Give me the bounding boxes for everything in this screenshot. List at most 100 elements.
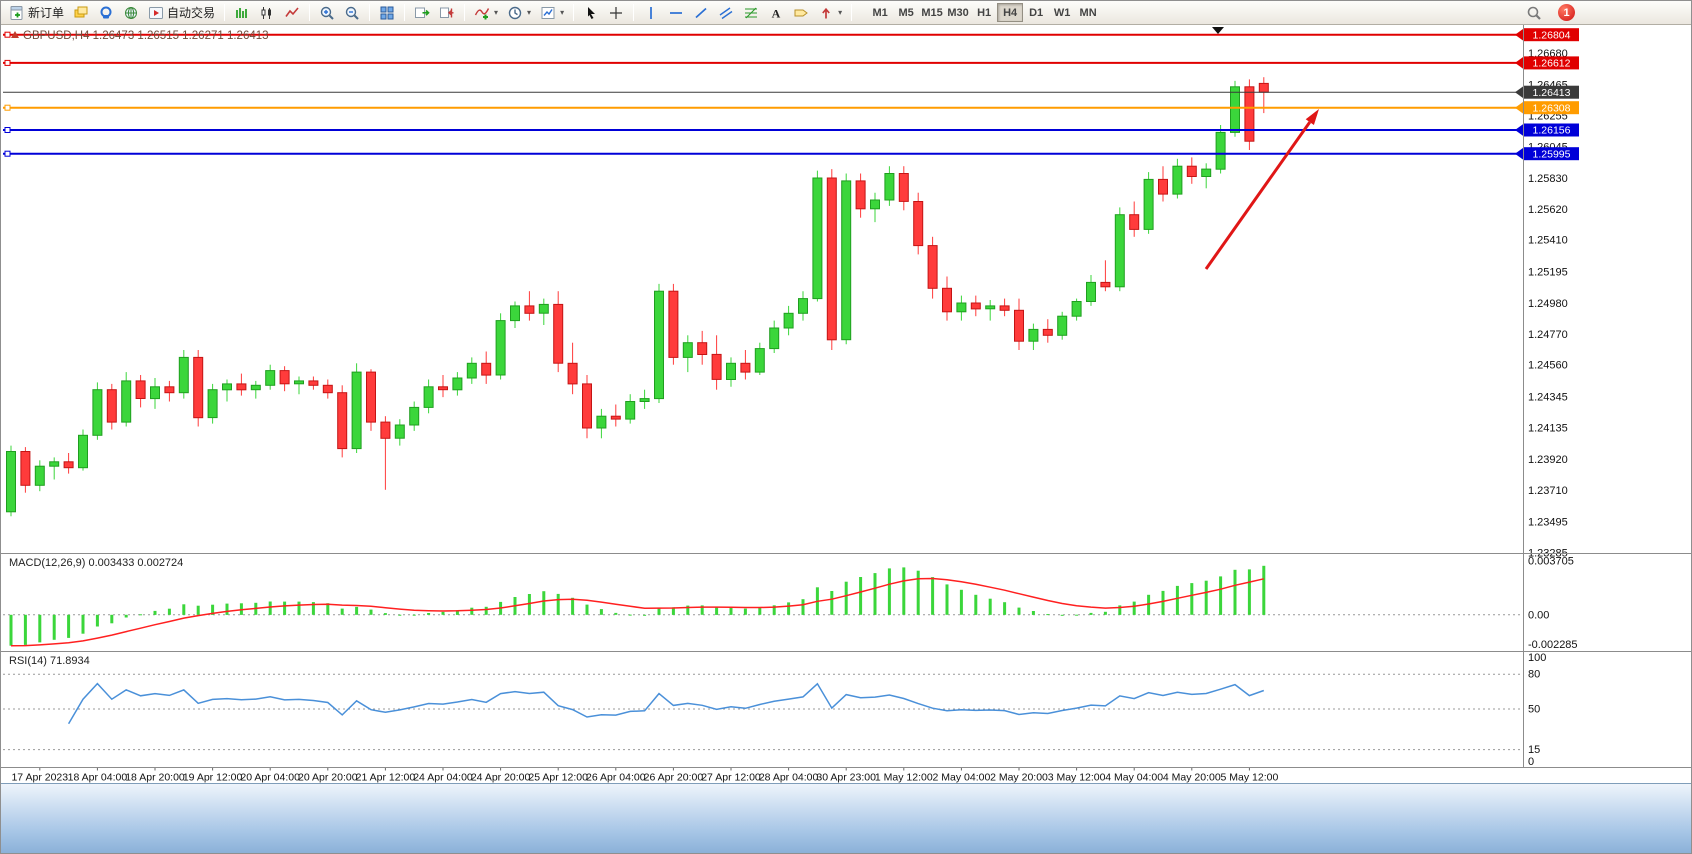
macd-bar	[139, 614, 143, 616]
macd-bar	[887, 568, 891, 615]
arrows-button[interactable]: ▾	[814, 2, 846, 23]
period-clock-icon	[508, 6, 522, 19]
svg-text:A: A	[772, 6, 781, 20]
candle	[135, 380, 146, 399]
rsi-header: RSI(14) 71.8934	[9, 655, 90, 667]
timeframe-h4[interactable]: H4	[997, 3, 1024, 22]
timeframe-mn[interactable]: MN	[1075, 3, 1101, 22]
macd-bar	[1118, 605, 1122, 615]
macd-bar	[1089, 612, 1093, 615]
macd-bar	[1046, 614, 1050, 616]
macd-bar	[599, 609, 603, 615]
candle	[898, 173, 909, 202]
crosshair-button[interactable]	[604, 2, 628, 23]
notification-badge[interactable]: 1	[1558, 4, 1575, 21]
price-axis-label: 1.25410	[1528, 235, 1568, 247]
macd-bar	[1247, 569, 1251, 615]
candle	[538, 303, 549, 314]
macd-bar	[95, 614, 99, 627]
candlestick-chart-button[interactable]	[255, 2, 279, 23]
candle	[711, 353, 722, 380]
autotrading-button[interactable]: 自动交易	[144, 2, 219, 23]
toolbar-separator	[309, 4, 311, 21]
candle	[337, 392, 348, 450]
zoom-out-button[interactable]	[340, 2, 364, 23]
line-chart-button[interactable]	[280, 2, 304, 23]
macd-bar	[1132, 601, 1136, 615]
macd-bar	[52, 614, 56, 640]
macd-bar	[931, 577, 935, 615]
trendline-icon	[695, 7, 707, 18]
macd-bar	[916, 570, 920, 615]
macd-bar	[455, 610, 459, 615]
chart-shift-button[interactable]	[435, 2, 459, 23]
candle	[553, 303, 564, 364]
price-axis-label: 1.25830	[1528, 173, 1568, 185]
timeframe-h1[interactable]: H1	[971, 3, 997, 22]
candle	[740, 362, 751, 373]
search-button[interactable]	[1522, 2, 1546, 23]
indicators-button[interactable]: ▾	[470, 2, 502, 23]
chart-canvas[interactable]: 1.266801.264651.262551.260451.258301.256…	[1, 25, 1692, 785]
trendline-button[interactable]	[689, 2, 713, 23]
headset-button[interactable]	[94, 2, 118, 23]
zoom-in-button[interactable]	[315, 2, 339, 23]
trend-arrow[interactable]	[1204, 109, 1319, 270]
candle	[322, 384, 333, 394]
globe-button[interactable]	[119, 2, 143, 23]
time-axis-label: 1 May 12:00	[875, 772, 933, 784]
candle	[34, 465, 45, 486]
macd-bar	[268, 601, 272, 615]
candle	[63, 461, 74, 469]
line-handle[interactable]	[4, 127, 11, 133]
macd-bar	[369, 609, 373, 615]
text-button[interactable]: A	[764, 2, 788, 23]
candle	[438, 386, 448, 391]
bar-chart-icon	[236, 7, 247, 18]
label-button[interactable]	[789, 2, 813, 23]
line-handle[interactable]	[4, 104, 11, 111]
timeframe-m1[interactable]: M1	[867, 3, 893, 22]
macd-bar	[398, 614, 402, 616]
templates-button[interactable]: ▾	[536, 2, 568, 23]
timeframe-m5[interactable]: M5	[893, 3, 919, 22]
timeframe-d1[interactable]: D1	[1023, 3, 1049, 22]
vertical-line-button[interactable]	[639, 2, 663, 23]
timeframe-m30[interactable]: M30	[945, 3, 971, 22]
cards-button[interactable]	[69, 2, 93, 23]
candle	[927, 245, 938, 289]
svg-text:1.26612: 1.26612	[1533, 58, 1571, 70]
channel-button[interactable]	[714, 2, 738, 23]
bar-chart-button[interactable]	[230, 2, 254, 23]
macd-bar	[355, 606, 359, 615]
horizontal-line-button[interactable]	[664, 2, 688, 23]
macd-bar	[1075, 614, 1079, 616]
macd-bar	[902, 567, 906, 615]
new-order-button[interactable]: 新订单	[5, 2, 68, 23]
timeframe-m15[interactable]: M15	[919, 3, 945, 22]
chart-region[interactable]: 1.266801.264651.262551.260451.258301.256…	[1, 25, 1692, 785]
price-axis-label: 1.24980	[1528, 298, 1568, 310]
line-handle[interactable]	[4, 31, 11, 38]
timeframe-w1[interactable]: W1	[1049, 3, 1075, 22]
macd-bar	[787, 602, 791, 615]
candle	[1201, 168, 1212, 178]
line-handle[interactable]	[4, 59, 11, 66]
tile-windows-button[interactable]	[375, 2, 399, 23]
macd-bar	[830, 591, 834, 615]
time-axis-label: 5 May 12:00	[1221, 772, 1279, 784]
line-handle[interactable]	[4, 150, 11, 157]
cursor-button[interactable]	[579, 2, 603, 23]
candle	[178, 356, 189, 394]
fibonacci-button[interactable]	[739, 2, 763, 23]
candle	[754, 348, 765, 373]
macd-bar	[527, 594, 531, 615]
price-tag: 1.26308	[1515, 101, 1579, 114]
price-tag: 1.26413	[1515, 85, 1579, 99]
auto-scroll-button[interactable]	[410, 2, 434, 23]
macd-bar	[427, 613, 431, 615]
macd-bar	[283, 601, 287, 615]
periods-button[interactable]: ▾	[503, 2, 535, 23]
candle	[682, 342, 693, 358]
arrow-tool-icon	[822, 7, 830, 18]
